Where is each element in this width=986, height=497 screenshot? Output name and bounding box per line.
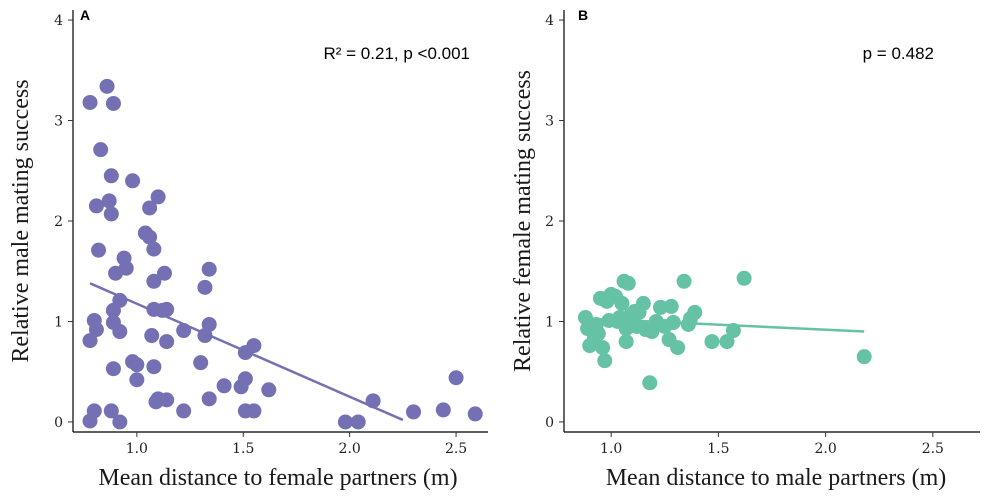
y-tick-label: 2	[545, 214, 554, 230]
data-point	[261, 382, 277, 398]
data-point	[856, 349, 872, 365]
data-point	[88, 198, 104, 214]
y-tick-label: 4	[54, 13, 63, 29]
y-tick-label: 1	[545, 314, 554, 330]
data-point	[146, 241, 162, 257]
data-point	[614, 295, 630, 311]
panel-b: 0 1 2 3 4 1.0 1.5 2.0 2.5 Mean distance to male p…	[510, 7, 980, 491]
trend-line	[89, 282, 404, 422]
data-point	[159, 301, 175, 317]
data-point	[146, 273, 162, 289]
data-point	[246, 338, 262, 354]
panel-label: B	[578, 7, 588, 23]
data-point	[663, 298, 679, 314]
x-tick-label: 1.0	[126, 441, 148, 457]
data-point	[201, 391, 217, 407]
x-tick-label: 2.5	[445, 441, 467, 457]
y-tick-label: 3	[54, 114, 63, 130]
data-point	[88, 322, 104, 338]
data-point	[159, 334, 175, 350]
data-point	[112, 324, 128, 340]
data-point	[101, 193, 117, 209]
data-point	[719, 334, 735, 350]
x-tick-label: 1.5	[707, 441, 729, 457]
x-axis-title: Mean distance to male partners (m)	[606, 465, 947, 491]
data-point	[237, 371, 253, 387]
data-point	[105, 302, 121, 318]
panel-a: 0 1 2 3 4 1.0 1.5 2.0 2.5 Mean distance to female…	[8, 7, 488, 491]
data-point	[108, 265, 124, 281]
data-point	[704, 334, 720, 350]
x-tick-label: 1.0	[600, 441, 622, 457]
x-tick-label: 1.5	[232, 441, 254, 457]
data-point	[82, 94, 98, 110]
data-point	[146, 359, 162, 375]
data-point	[91, 242, 107, 258]
data-point	[595, 340, 611, 356]
data-point	[82, 333, 98, 349]
y-axis-title: Relative female mating success	[510, 70, 536, 372]
data-point	[201, 261, 217, 277]
data-point	[103, 403, 119, 419]
panel-label: A	[80, 7, 90, 23]
data-point	[150, 189, 166, 205]
data-point	[435, 402, 451, 418]
data-point	[129, 357, 145, 373]
y-tick-label: 4	[545, 13, 554, 29]
x-tick-label: 2.5	[922, 441, 944, 457]
data-point	[736, 270, 752, 286]
data-point	[176, 403, 192, 419]
data-point	[129, 372, 145, 388]
data-point	[103, 206, 119, 222]
data-point	[93, 142, 109, 158]
data-point	[618, 334, 634, 350]
data-point	[193, 355, 209, 371]
data-point	[627, 303, 643, 319]
y-tick-label: 0	[545, 415, 554, 431]
data-point	[105, 95, 121, 111]
data-point	[82, 413, 98, 429]
data-point	[103, 168, 119, 184]
y-tick-label: 1	[54, 314, 63, 330]
data-point	[197, 279, 213, 295]
data-point	[159, 392, 175, 408]
trend-line	[585, 317, 865, 333]
data-point	[216, 378, 232, 394]
data-point	[350, 414, 366, 430]
data-point	[642, 375, 658, 391]
data-point	[687, 304, 703, 320]
data-point	[676, 273, 692, 289]
data-point	[112, 414, 128, 430]
y-axis-title: Relative male mating success	[8, 79, 34, 362]
stat-annotation: p = 0.482	[863, 44, 934, 63]
x-tick-label: 2.0	[814, 441, 836, 457]
data-point	[105, 361, 121, 377]
data-point	[99, 78, 115, 94]
y-tick-label: 2	[54, 214, 63, 230]
data-point	[142, 229, 158, 245]
data-point	[448, 370, 464, 386]
data-point	[144, 328, 160, 344]
data-point	[142, 200, 158, 216]
x-tick-label: 2.0	[339, 441, 361, 457]
data-point	[620, 275, 636, 291]
data-point	[125, 173, 141, 189]
data-point	[467, 406, 483, 422]
data-point	[337, 414, 353, 430]
data-point	[406, 404, 422, 420]
data-point	[597, 353, 613, 369]
data-point	[590, 326, 606, 342]
y-tick-label: 0	[54, 415, 63, 431]
y-tick-label: 3	[545, 114, 554, 130]
x-axis-title: Mean distance to female partners (m)	[98, 465, 457, 491]
data-point	[670, 340, 686, 356]
stat-annotation: R² = 0.21, p <0.001	[324, 44, 471, 63]
data-point	[157, 265, 173, 281]
data-point	[246, 403, 262, 419]
